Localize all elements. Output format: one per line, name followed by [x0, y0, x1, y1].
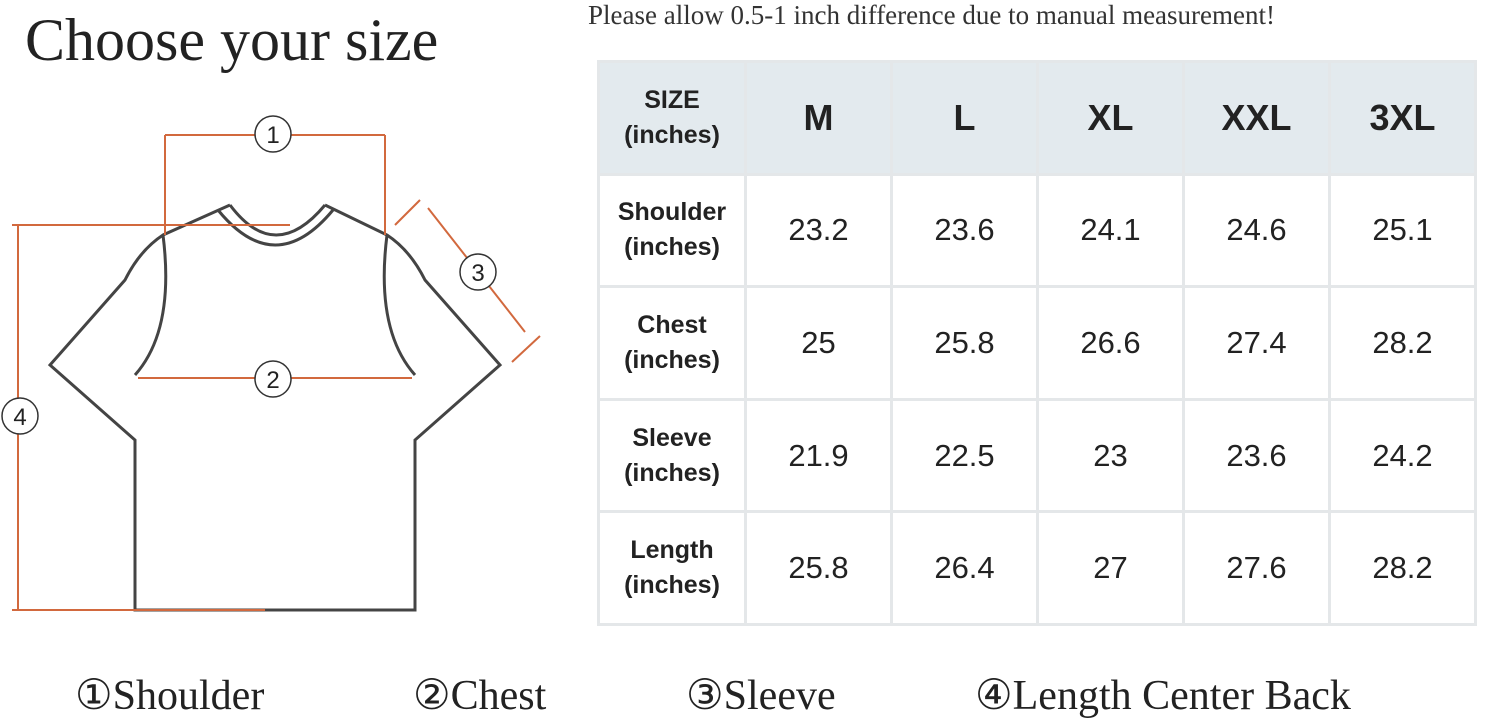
cell: 23.6 — [1182, 397, 1331, 514]
size-header: XXL — [1182, 60, 1331, 176]
legend-item: ③Sleeve — [686, 673, 836, 719]
size-table: SIZE (inches) M L XL XXL 3XL Shoulder (inches) 23… — [597, 60, 1477, 626]
cell: 28.2 — [1328, 285, 1477, 401]
note: Please allow 0.5-1 inch difference due t… — [588, 0, 1275, 30]
cell: 25.8 — [890, 285, 1039, 401]
row-label: Sleeve (inches) — [597, 397, 747, 514]
label-unit: (inches) — [624, 120, 720, 149]
shirt-diagram: 1 2 3 4 — [1, 115, 541, 612]
label-unit: (inches) — [624, 345, 720, 374]
marker: 4 — [13, 404, 26, 431]
marker: 2 — [266, 367, 279, 394]
cell: 25.8 — [744, 510, 893, 626]
header-row: SIZE (inches) M L XL XXL 3XL — [597, 60, 1477, 176]
cell: 21.9 — [744, 397, 893, 514]
title: Choose your size — [25, 7, 439, 73]
row-label: Shoulder (inches) — [597, 172, 747, 289]
cell: 26.6 — [1036, 285, 1185, 401]
cell: 27.6 — [1182, 510, 1331, 626]
size-header: M — [744, 60, 893, 176]
shirt-outline — [47, 203, 503, 612]
marker: 1 — [266, 122, 279, 149]
label-name: Sleeve — [632, 423, 712, 452]
table-row: Length (inches) 25.8 26.4 27 27.6 28.2 — [597, 510, 1477, 626]
cell: 25.1 — [1328, 172, 1477, 289]
table-row: Chest (inches) 25 25.8 26.6 27.4 28.2 — [597, 285, 1477, 401]
marker-circles — [1, 115, 497, 435]
table-row: Shoulder (inches) 23.2 23.6 24.1 24.6 25.1 — [597, 172, 1477, 289]
cell: 25 — [744, 285, 893, 401]
cell: 24.2 — [1328, 397, 1477, 514]
cell: 22.5 — [890, 397, 1039, 514]
size-header: XL — [1036, 60, 1185, 176]
size-header: L — [890, 60, 1039, 176]
row-label: Length (inches) — [597, 510, 747, 626]
row-label: SIZE (inches) — [597, 60, 747, 176]
cell: 28.2 — [1328, 510, 1477, 626]
marker: 3 — [471, 260, 484, 287]
table-row: Sleeve (inches) 21.9 22.5 23 23.6 24.2 — [597, 397, 1477, 514]
cell: 23.2 — [744, 172, 893, 289]
label-name: Length — [630, 536, 714, 565]
legend-item: ①Shoulder — [75, 673, 265, 719]
label-name: Shoulder — [617, 198, 727, 227]
cell: 24.6 — [1182, 172, 1331, 289]
cell: 27 — [1036, 510, 1185, 626]
legend-item: ④Length Center Back — [975, 673, 1351, 719]
row-label: Chest (inches) — [597, 285, 747, 401]
label-unit: (inches) — [624, 458, 720, 487]
size-header: 3XL — [1328, 60, 1477, 176]
label-unit: (inches) — [624, 233, 720, 262]
cell: 24.1 — [1036, 172, 1185, 289]
legend-item: ②Chest — [413, 673, 547, 719]
label-name: Chest — [637, 310, 707, 339]
label-name: SIZE — [644, 85, 700, 114]
cell: 23 — [1036, 397, 1185, 514]
label-unit: (inches) — [624, 571, 720, 600]
cell: 23.6 — [890, 172, 1039, 289]
cell: 26.4 — [890, 510, 1039, 626]
cell: 27.4 — [1182, 285, 1331, 401]
